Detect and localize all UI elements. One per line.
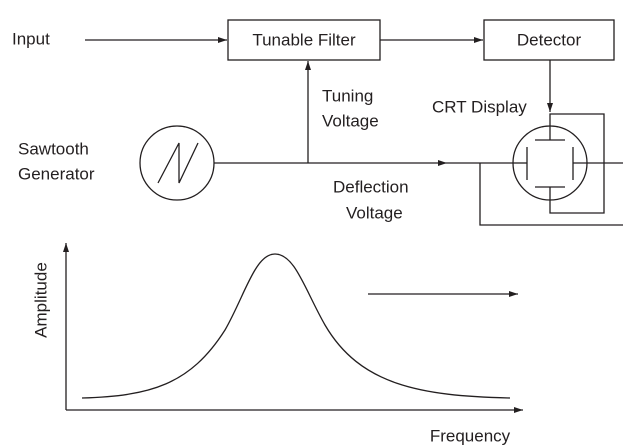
x-axis-label: Frequency	[430, 426, 511, 445]
wire	[479, 163, 623, 226]
crt-label: CRT Display	[432, 97, 527, 116]
detector-box	[483, 19, 615, 61]
wire	[549, 113, 605, 214]
tuning-label: Voltage	[322, 111, 379, 130]
tuning-label: Tuning	[322, 86, 373, 105]
deflection-label: Deflection	[333, 177, 409, 196]
response-curve	[81, 253, 511, 399]
input-label: Input	[12, 29, 50, 48]
sawtooth-wave	[157, 142, 199, 184]
detector-label: Detector	[517, 30, 582, 49]
filter-label: Tunable Filter	[252, 30, 356, 49]
y-axis-label: Amplitude	[31, 262, 50, 338]
generator-circle	[139, 125, 215, 201]
deflection-label: Voltage	[346, 203, 403, 222]
sawtooth-label: Generator	[18, 164, 95, 183]
sawtooth-label: Sawtooth	[18, 139, 89, 158]
